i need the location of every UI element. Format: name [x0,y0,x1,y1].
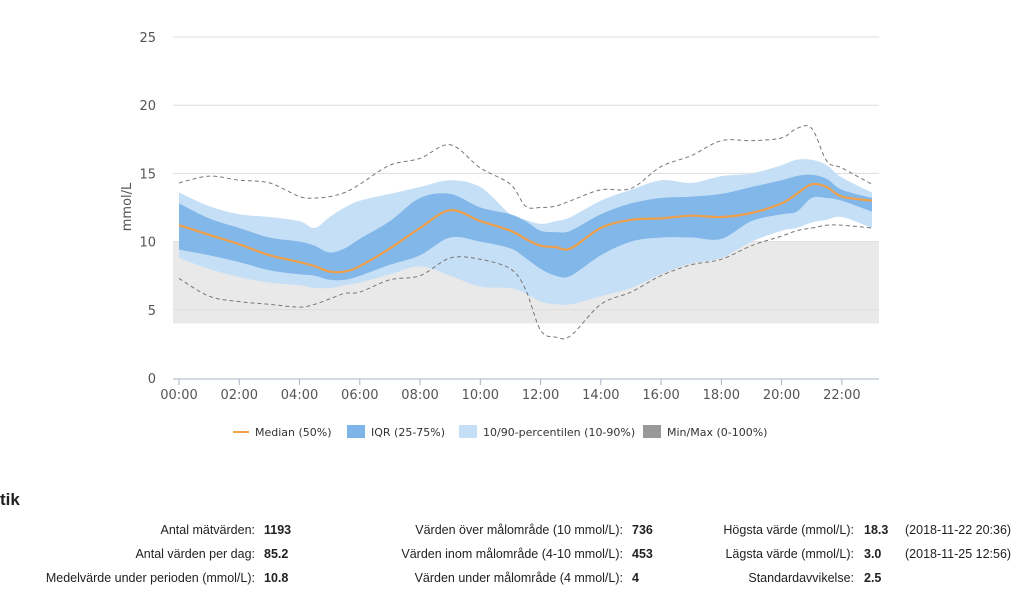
x-tick-label: 12:00 [522,388,559,403]
legend-minmax-swatch [643,425,661,438]
y-tick-label: 25 [139,31,156,46]
legend-percentile-swatch [459,425,477,438]
x-tick-label: 06:00 [341,388,378,403]
stat-row: Standardavvikelse: [680,569,854,587]
glucose-chart: 0 5 10 15 20 25 00:00 02:00 04:00 06:00 08:00 10:0… [120,31,879,439]
x-tick-label: 14:00 [582,388,619,403]
stat-label: Högsta värde (mmol/L): [723,523,854,537]
y-tick-label: 20 [139,99,156,114]
stat-row: Medelvärde under perioden (mmol/L): [0,569,255,587]
x-tick-label: 02:00 [221,388,258,403]
x-tick-label: 22:00 [823,388,860,403]
stat-label: Värden över målområde (10 mmol/L): [415,523,623,537]
stat-row: Antal värden per dag: [0,545,255,563]
statistics-heading: tik [0,490,20,509]
x-tick-label: 08:00 [401,388,438,403]
y-tick-labels: 0 5 10 15 20 25 [139,31,156,387]
median-line [178,182,873,274]
x-tick-labels: 00:00 02:00 04:00 06:00 08:00 10:00 12:00 14:00… [160,379,861,403]
min-line [178,224,873,340]
stat-label: Antal värden per dag: [135,547,255,561]
x-tick-label: 10:00 [462,388,499,403]
legend-item-iqr[interactable]: IQR (25-75%) [347,425,445,439]
x-tick-label: 00:00 [160,388,197,403]
stat-row: Värden över målområde (10 mmol/L): [300,521,623,539]
stat-label: Antal mätvärden: [160,523,256,537]
stat-label: Värden under målområde (4 mmol/L): [414,571,623,585]
y-tick-label: 10 [139,236,156,251]
y-tick-label: 5 [148,304,156,319]
legend-item-minmax[interactable]: Min/Max (0-100%) [643,425,767,439]
legend-percentile-label: 10/90-percentilen (10-90%) [483,426,635,439]
x-tick-label: 04:00 [281,388,318,403]
y-axis-title: mmol/L [120,182,135,231]
stat-row: Högsta värde (mmol/L): [680,521,854,539]
stat-row: Antal mätvärden: [0,521,256,539]
stat-label: Standardavvikelse: [748,571,854,585]
legend-item-percentile[interactable]: 10/90-percentilen (10-90%) [459,425,635,439]
stat-row: Värden under målområde (4 mmol/L): [300,569,623,587]
stat-row: Värden inom målområde (4-10 mmol/L): [300,545,623,563]
band-iqr [179,174,872,281]
stat-label: Lägsta värde (mmol/L): [725,547,854,561]
x-tick-label: 16:00 [642,388,679,403]
legend-minmax-label: Min/Max (0-100%) [667,426,767,439]
legend: Median (50%) IQR (25-75%) 10/90-percenti… [233,425,767,439]
max-line [178,125,873,209]
stat-label: Medelvärde under perioden (mmol/L): [45,571,255,585]
x-tick-label: 18:00 [703,388,740,403]
y-tick-label: 0 [148,372,156,387]
x-tick-label: 20:00 [763,388,800,403]
stat-row: Lägsta värde (mmol/L): [680,545,854,563]
y-tick-label: 15 [139,167,156,182]
legend-iqr-swatch [347,425,365,438]
legend-median-label: Median (50%) [255,426,332,439]
stat-label: Värden inom målområde (4-10 mmol/L): [401,547,623,561]
legend-item-median[interactable]: Median (50%) [233,426,332,439]
legend-iqr-label: IQR (25-75%) [371,426,445,439]
